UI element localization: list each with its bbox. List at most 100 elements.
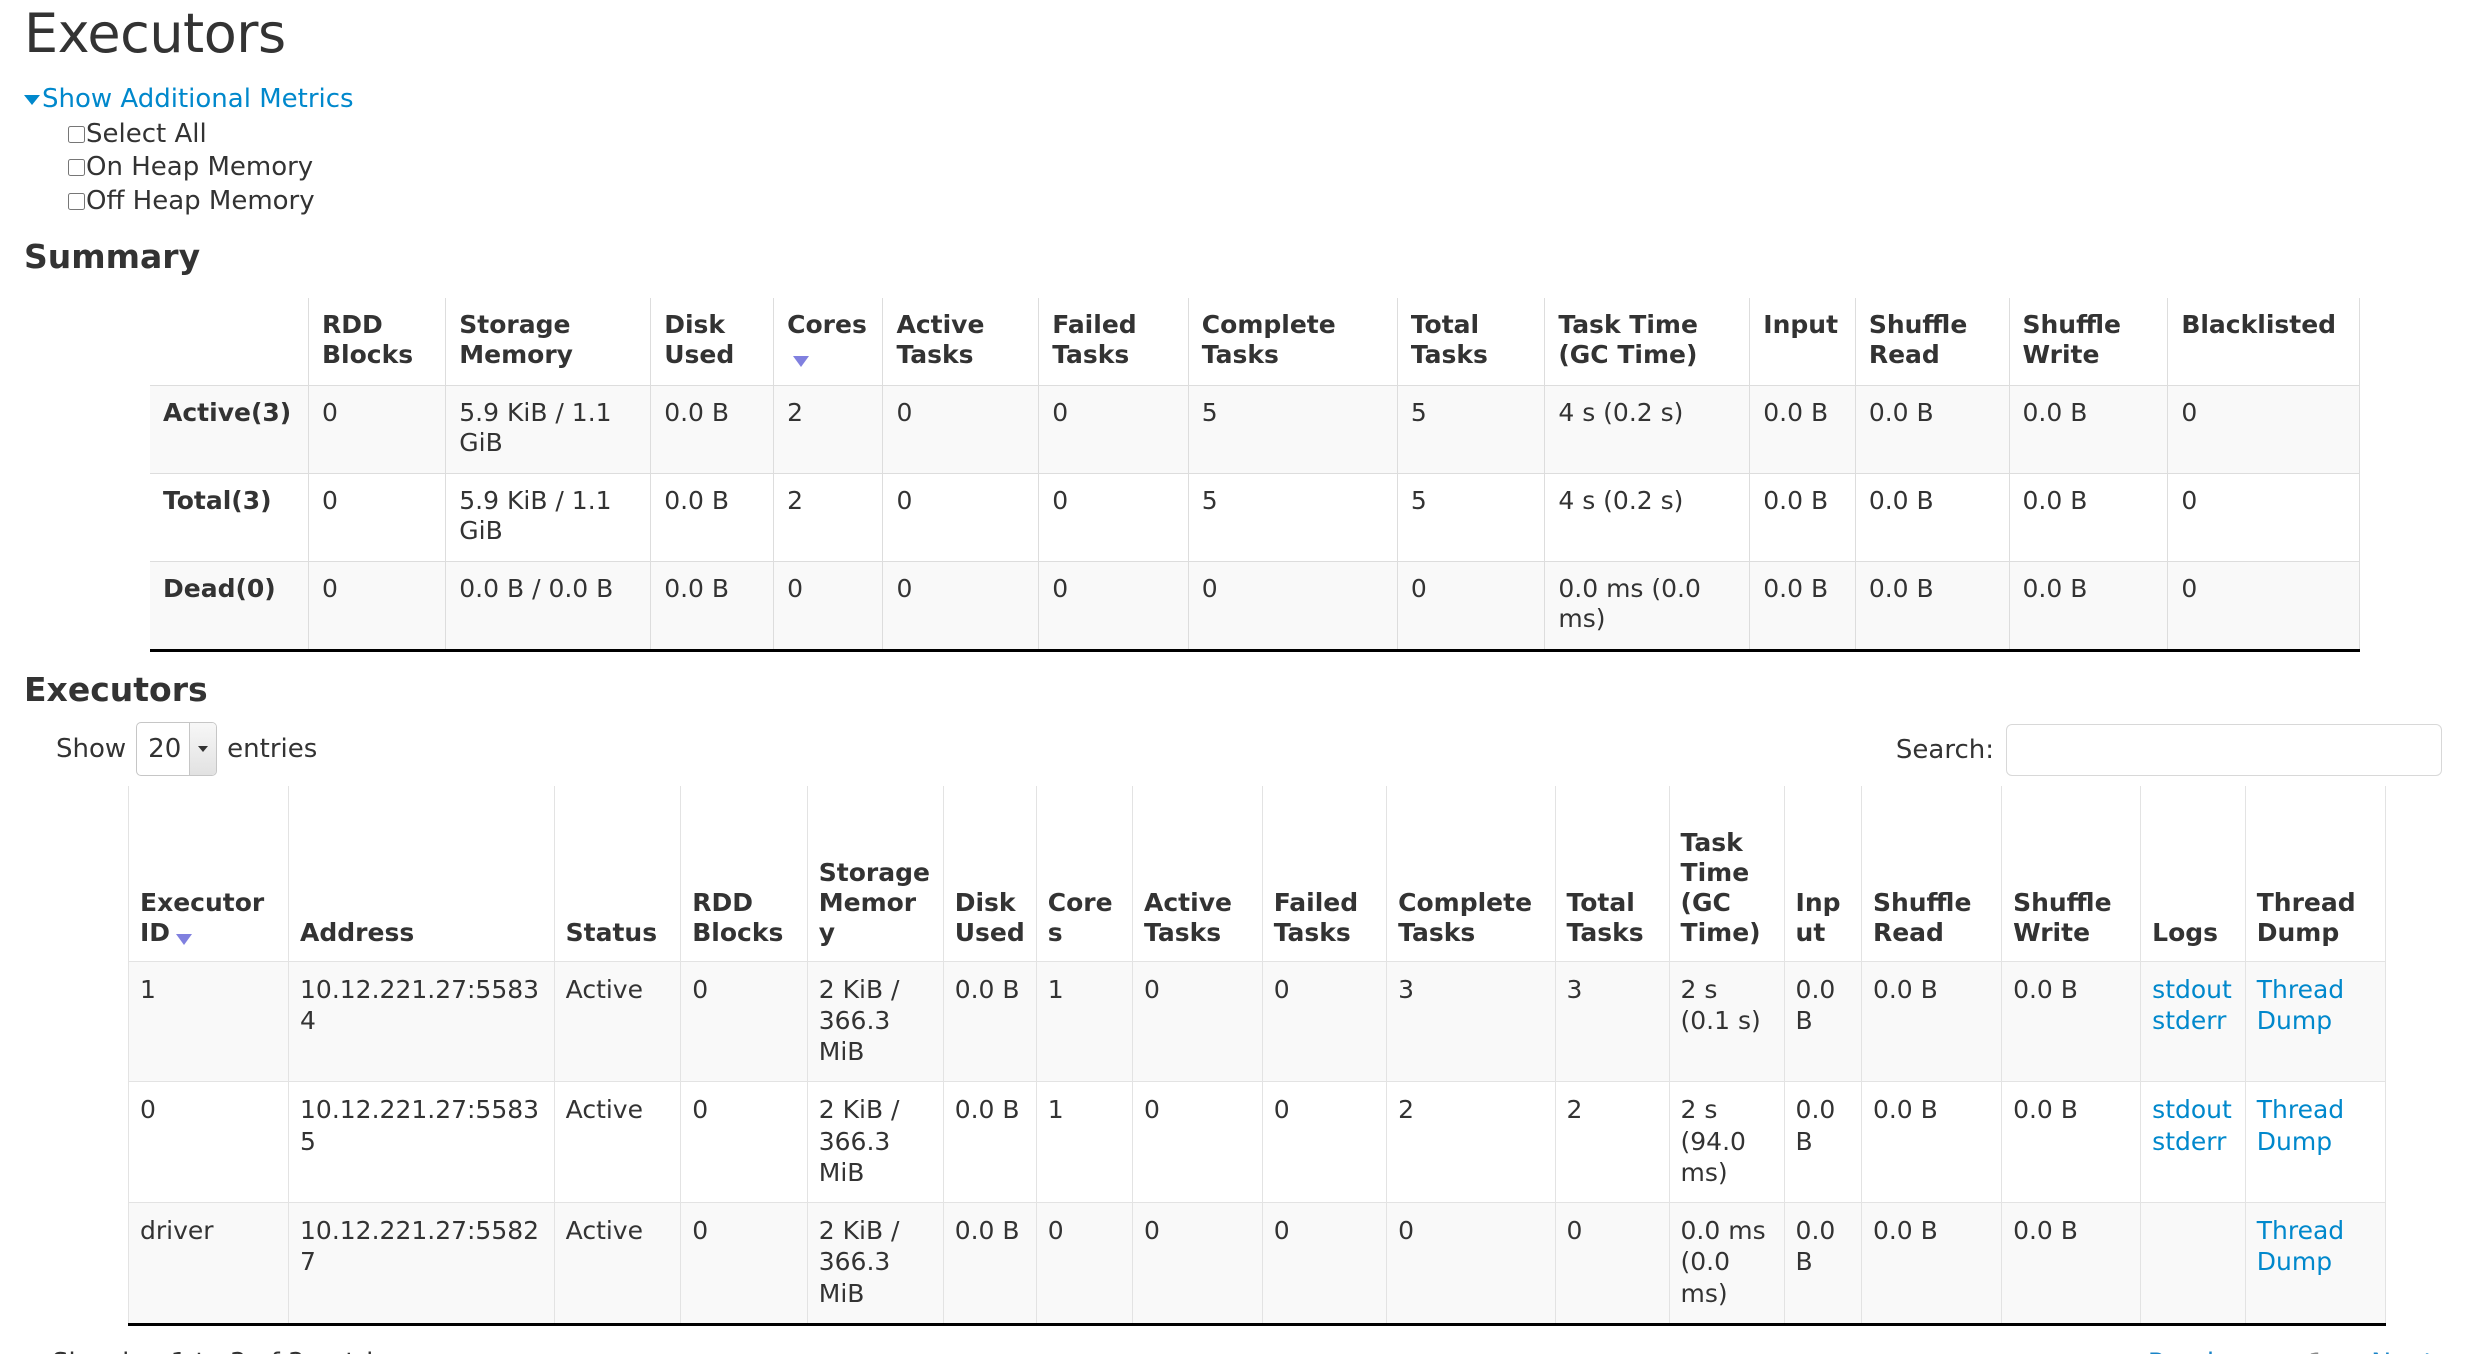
stdout-link[interactable]: stdout <box>2152 974 2232 1004</box>
summary-col-total-tasks[interactable]: Total Tasks <box>1396 297 1546 386</box>
exec-cell-shuffle-read: 0.0 B <box>1860 1081 2003 1204</box>
summary-cell-task-time: 0.0 ms (0.0 ms) <box>1544 560 1751 651</box>
summary-col-task-time[interactable]: Task Time (GC Time) <box>1544 297 1751 386</box>
off-heap-memory-checkbox[interactable] <box>68 192 85 210</box>
summary-col-failed-tasks[interactable]: Failed Tasks <box>1038 297 1189 386</box>
exec-cell-complete-tasks: 3 <box>1386 960 1556 1083</box>
entries-label: entries <box>227 734 318 765</box>
summary-col-complete-tasks[interactable]: Complete Tasks <box>1187 297 1398 386</box>
summary-col-rdd-blocks[interactable]: RDD Blocks <box>307 297 447 386</box>
page-length-select[interactable]: 20 <box>136 722 218 777</box>
executors-table-container: Executor ID Address Status RDD Blocks St… <box>24 786 2442 1326</box>
chevron-down-icon[interactable] <box>189 723 217 776</box>
table-row: 1 10.12.221.27:55834 Active 0 2 KiB / 36… <box>127 960 2387 1083</box>
caret-down-icon <box>24 94 40 105</box>
page-number-1[interactable]: 1 <box>2308 1348 2325 1354</box>
exec-col-logs[interactable]: Logs <box>2140 786 2246 962</box>
exec-col-storage-memory[interactable]: Storage Memory <box>806 786 944 962</box>
summary-cell-disk-used: 0.0 B <box>650 472 775 562</box>
select-all-checkbox[interactable] <box>68 125 85 143</box>
show-additional-metrics-label: Show Additional Metrics <box>42 84 354 115</box>
summary-cell-blacklisted: 0 <box>2167 384 2360 474</box>
sort-descending-icon <box>793 356 810 368</box>
exec-col-status[interactable]: Status <box>553 786 682 962</box>
exec-col-input[interactable]: Input <box>1783 786 1862 962</box>
summary-col-cores[interactable]: Cores <box>773 297 884 386</box>
entries-info: Showing 1 to 3 of 3 entries <box>52 1348 403 1354</box>
thread-dump-link[interactable]: Thread Dump <box>2256 1095 2345 1156</box>
table-row: 0 10.12.221.27:55835 Active 0 2 KiB / 36… <box>127 1081 2387 1204</box>
summary-cell-shuffle-read: 0.0 B <box>1854 384 2010 474</box>
summary-col-active-tasks[interactable]: Active Tasks <box>882 297 1040 386</box>
exec-cell-executor-id: 0 <box>127 1081 290 1204</box>
search-control: Search: <box>1896 724 2442 777</box>
pagination: Previous 1 Next <box>2148 1348 2434 1354</box>
exec-col-shuffle-read[interactable]: Shuffle Read <box>1860 786 2003 962</box>
summary-col-blacklisted[interactable]: Blacklisted <box>2167 297 2360 386</box>
metric-option-select-all[interactable]: Select All <box>68 118 2442 151</box>
thread-dump-link[interactable]: Thread Dump <box>2256 1216 2345 1277</box>
summary-col-disk-used[interactable]: Disk Used <box>650 297 775 386</box>
additional-metrics-list: Select All On Heap Memory Off Heap Memor… <box>24 118 2442 218</box>
table-footer: Showing 1 to 3 of 3 entries Previous 1 N… <box>24 1348 2442 1354</box>
exec-col-active-tasks[interactable]: Active Tasks <box>1132 786 1263 962</box>
summary-cell-disk-used: 0.0 B <box>650 384 775 474</box>
summary-col-storage-memory[interactable]: Storage Memory <box>445 297 652 386</box>
exec-cell-complete-tasks: 2 <box>1386 1081 1556 1204</box>
stderr-link[interactable]: stderr <box>2152 1005 2227 1035</box>
exec-col-executor-id[interactable]: Executor ID <box>127 786 290 962</box>
search-input[interactable] <box>2006 724 2442 777</box>
on-heap-memory-checkbox[interactable] <box>68 159 85 177</box>
executors-section-title: Executors <box>24 669 208 709</box>
summary-cell-complete-tasks: 5 <box>1187 472 1398 562</box>
stderr-link[interactable]: stderr <box>2152 1126 2227 1156</box>
page-length-value: 20 <box>148 734 182 765</box>
executors-table-controls: Show 20 entries Search: <box>24 722 2442 784</box>
exec-cell-status: Active <box>553 1081 682 1204</box>
metric-option-label: Off Heap Memory <box>86 185 315 216</box>
exec-cell-disk-used: 0.0 B <box>942 1081 1037 1204</box>
exec-col-total-tasks[interactable]: Total Tasks <box>1554 786 1670 962</box>
executors-page: Executors Show Additional Metrics Select… <box>0 4 2466 1354</box>
summary-row-label: Dead(0) <box>150 560 309 651</box>
summary-row-dead: Dead(0) 0 0.0 B / 0.0 B 0.0 B 0 0 0 0 0 … <box>150 560 2360 651</box>
exec-cell-task-time: 0.0 ms (0.0 ms) <box>1668 1202 1785 1325</box>
exec-col-cores[interactable]: Cores <box>1035 786 1134 962</box>
summary-col-shuffle-write[interactable]: Shuffle Write <box>2008 297 2169 386</box>
exec-col-rdd-blocks[interactable]: RDD Blocks <box>680 786 808 962</box>
metric-option-off-heap-memory[interactable]: Off Heap Memory <box>68 185 2442 218</box>
previous-page-button[interactable]: Previous <box>2148 1348 2262 1354</box>
metric-option-on-heap-memory[interactable]: On Heap Memory <box>68 151 2442 184</box>
summary-section-title: Summary <box>24 237 201 277</box>
exec-cell-active-tasks: 0 <box>1132 1202 1263 1325</box>
exec-cell-task-time: 2 s (94.0 ms) <box>1668 1081 1785 1204</box>
sort-descending-icon <box>176 933 193 945</box>
summary-cell-shuffle-write: 0.0 B <box>2008 384 2169 474</box>
thread-dump-link[interactable]: Thread Dump <box>2256 974 2345 1035</box>
summary-col-shuffle-read[interactable]: Shuffle Read <box>1854 297 2010 386</box>
summary-cell-complete-tasks: 5 <box>1187 384 1398 474</box>
next-page-button[interactable]: Next <box>2371 1348 2434 1354</box>
table-row: driver 10.12.221.27:55827 Active 0 2 KiB… <box>127 1202 2387 1325</box>
exec-col-address[interactable]: Address <box>288 786 555 962</box>
exec-cell-storage-memory: 2 KiB / 366.3 MiB <box>806 1081 944 1204</box>
exec-col-task-time[interactable]: Task Time (GC Time) <box>1668 786 1785 962</box>
exec-cell-total-tasks: 0 <box>1554 1202 1670 1325</box>
summary-table-container: RDD Blocks Storage Memory Disk Used Core… <box>24 297 2442 652</box>
executors-header-row: Executor ID Address Status RDD Blocks St… <box>127 786 2387 962</box>
exec-col-thread-dump[interactable]: Thread Dump <box>2244 786 2387 962</box>
exec-cell-thread-dump: Thread Dump <box>2244 1202 2387 1325</box>
show-additional-metrics-toggle[interactable]: Show Additional Metrics <box>24 85 2442 114</box>
exec-cell-shuffle-read: 0.0 B <box>1860 960 2003 1083</box>
exec-col-failed-tasks[interactable]: Failed Tasks <box>1261 786 1388 962</box>
summary-cell-storage-memory: 5.9 KiB / 1.1 GiB <box>445 472 652 562</box>
summary-col-input[interactable]: Input <box>1749 297 1856 386</box>
exec-col-complete-tasks[interactable]: Complete Tasks <box>1386 786 1556 962</box>
exec-cell-rdd-blocks: 0 <box>680 1202 808 1325</box>
exec-cell-address: 10.12.221.27:55834 <box>288 960 555 1083</box>
exec-col-disk-used[interactable]: Disk Used <box>942 786 1037 962</box>
stdout-link[interactable]: stdout <box>2152 1095 2232 1125</box>
exec-col-shuffle-write[interactable]: Shuffle Write <box>2001 786 2142 962</box>
summary-cell-rdd-blocks: 0 <box>307 384 447 474</box>
summary-cell-complete-tasks: 0 <box>1187 560 1398 651</box>
